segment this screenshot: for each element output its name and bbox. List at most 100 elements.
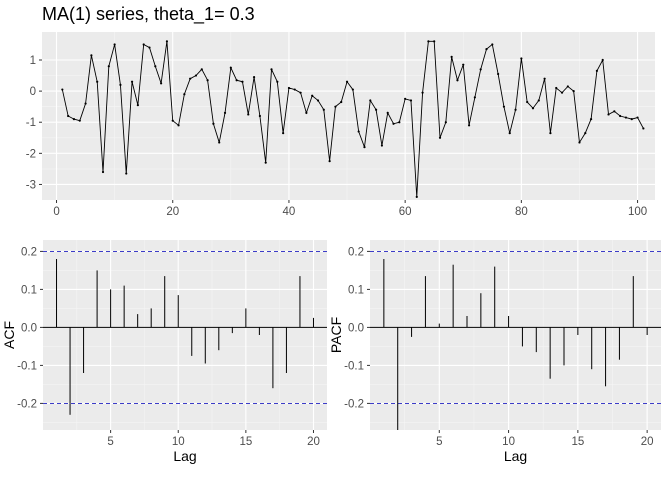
series-point (491, 43, 494, 46)
x-tick-label: 15 (571, 436, 584, 448)
series-point (642, 127, 645, 130)
series-point (578, 141, 581, 144)
series-point (223, 111, 227, 114)
series-point (456, 79, 459, 82)
y-tick-label: 0.2 (348, 246, 364, 258)
series-point (386, 111, 389, 114)
x-tick-label: 10 (172, 436, 185, 448)
y-axis-label: PACF (328, 317, 344, 353)
series-point (450, 55, 453, 58)
series-point (84, 102, 87, 105)
x-tick-label: 80 (515, 206, 528, 218)
series-point (619, 114, 622, 118)
series-point (235, 79, 238, 82)
panel-background (43, 240, 327, 430)
x-tick-label: 40 (283, 206, 296, 218)
series-point (212, 122, 215, 125)
series-point (462, 63, 465, 66)
ma1-series-plot: 0 20 40 60 80 100 1 0 -1 -2 -3 (26, 32, 655, 218)
series-point (636, 116, 639, 119)
series-point (502, 105, 506, 108)
series-point (526, 100, 529, 104)
y-tick-label: -3 (26, 179, 36, 191)
y-tick-label: 0 (30, 86, 36, 98)
series-point (276, 80, 279, 83)
y-axis-label: ACF (1, 321, 17, 349)
series-point (160, 82, 163, 85)
series-point (154, 65, 157, 68)
series-point (189, 77, 192, 80)
series-point (404, 97, 407, 100)
series-point (258, 114, 261, 118)
pacf-plot: 5 10 15 20 0.2 0.1 0.0 -0.1 -0.2 Lag PACF (328, 240, 661, 464)
x-tick-label: 20 (307, 436, 320, 448)
series-point (624, 116, 628, 119)
series-point (142, 43, 145, 46)
series-point (67, 114, 70, 118)
series-point (177, 124, 180, 127)
series-point (601, 58, 604, 62)
series-point (148, 46, 151, 49)
y-tick-label: -0.2 (17, 398, 37, 410)
series-point (287, 86, 291, 90)
x-tick-label: 5 (107, 436, 113, 448)
x-axis-label: Lag (173, 448, 196, 464)
series-point (584, 132, 587, 135)
series-point (241, 80, 244, 83)
panel-background (370, 240, 661, 430)
series-point (566, 85, 569, 88)
y-tick-label: 0.0 (21, 322, 37, 334)
acf-plot: 5 10 15 20 0.2 0.1 0.0 -0.1 -0.2 Lag ACF (1, 240, 327, 464)
series-point (165, 40, 169, 43)
series-point (415, 195, 418, 198)
series-point (322, 108, 325, 111)
y-tick-label: 0.0 (348, 322, 364, 334)
series-point (328, 160, 331, 163)
x-tick-label: 60 (399, 206, 412, 218)
series-point (229, 66, 232, 69)
series-point (264, 161, 267, 164)
panel-background (42, 32, 655, 200)
series-point (136, 104, 139, 107)
series-point (421, 91, 424, 94)
series-point (351, 88, 354, 91)
series-point (589, 118, 593, 121)
series-point (473, 96, 476, 99)
y-tick-label: -0.1 (344, 360, 364, 372)
series-point (531, 107, 535, 110)
series-point (398, 121, 401, 124)
series-point (560, 91, 564, 94)
series-point (444, 121, 447, 124)
x-tick-label: 10 (502, 436, 515, 448)
series-point (520, 57, 523, 60)
series-point (299, 91, 302, 94)
series-point (78, 119, 81, 122)
series-point (572, 90, 575, 93)
series-point (72, 118, 76, 121)
series-point (543, 77, 546, 80)
series-point (479, 68, 482, 71)
series-point (345, 80, 349, 83)
series-point (293, 88, 296, 91)
series-point (200, 68, 203, 71)
series-point (125, 172, 128, 175)
series-point (340, 100, 343, 104)
series-point (409, 99, 413, 102)
series-point (101, 170, 105, 174)
series-point (61, 88, 64, 91)
series-point (107, 65, 110, 68)
series-point (549, 132, 552, 135)
series-point (514, 108, 517, 111)
y-tick-label: 0.1 (21, 284, 37, 296)
series-point (96, 80, 99, 83)
series-point (438, 136, 442, 139)
series-point (595, 69, 598, 72)
x-axis-label: Lag (504, 448, 527, 464)
y-tick-label: -1 (26, 117, 36, 129)
x-tick-label: 20 (641, 436, 654, 448)
series-point (613, 110, 616, 113)
series-point (380, 144, 384, 147)
series-point (555, 86, 558, 90)
series-point (206, 79, 209, 82)
